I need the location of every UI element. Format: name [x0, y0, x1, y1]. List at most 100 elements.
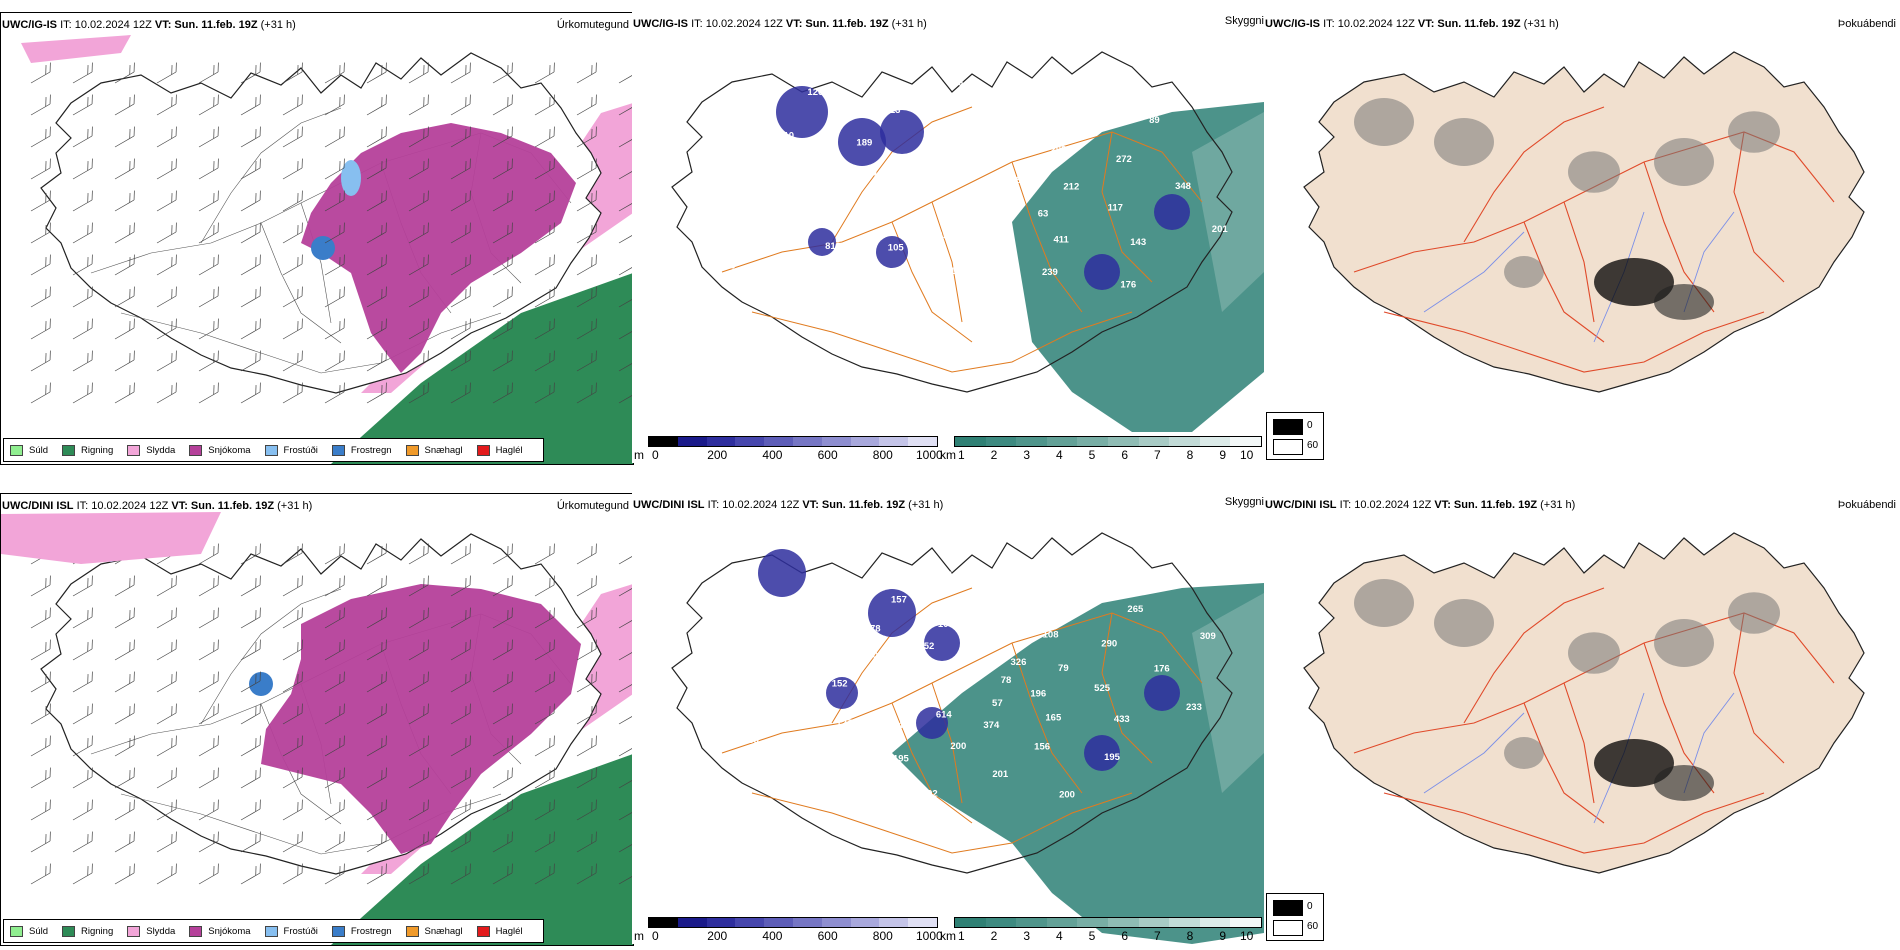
colorbar-cell: [985, 437, 1017, 446]
wind-barb: [156, 190, 177, 212]
wind-barb: [198, 767, 219, 789]
wind-barb: [30, 350, 51, 372]
panel-header: UWC/DINI ISL IT: 10.02.2024 12Z VT: Sun.…: [1265, 499, 1576, 511]
wind-barb: [450, 126, 471, 148]
wind-barb: [114, 158, 135, 180]
colorbar-cell: [1107, 918, 1139, 927]
visibility-value-label: 200: [1059, 789, 1075, 800]
wind-barb: [72, 94, 93, 116]
wind-barb: [30, 671, 51, 693]
wind-barb: [240, 735, 261, 757]
colorbar-tick-label: 3: [1023, 448, 1031, 462]
visibility-value-label: 853: [987, 113, 1003, 124]
road-line: [200, 588, 342, 725]
fog-legend-top: 0 60: [1266, 412, 1324, 460]
colorbar-unit: m: [634, 929, 644, 943]
wind-barb: [492, 254, 513, 276]
colorbar-cell: [677, 437, 707, 446]
wind-barb: [450, 254, 471, 276]
wind-barb: [282, 735, 303, 757]
wind-barb: [450, 703, 471, 725]
colorbar-tick-label: 8: [1186, 929, 1194, 943]
wind-barb: [72, 575, 93, 597]
wind-barb: [30, 126, 51, 148]
visibility-value-label: 195: [1104, 752, 1121, 763]
wind-barb: [198, 639, 219, 661]
visibility-value-label: 297: [992, 634, 1008, 645]
wind-barb: [408, 767, 429, 789]
colorbar-strip: [648, 436, 938, 447]
visibility-area: [1192, 593, 1264, 793]
legend-item: Rigning: [62, 444, 113, 456]
fog-patch: [1568, 632, 1620, 674]
legend-item: Frostúði: [264, 925, 318, 937]
wind-barb: [408, 671, 429, 693]
wind-barb: [156, 767, 177, 789]
wind-barb: [198, 350, 219, 372]
wind-barb: [156, 126, 177, 148]
fog-patch: [1434, 118, 1494, 166]
wind-barb: [114, 607, 135, 629]
freezing-drizzle-patch: [341, 160, 361, 196]
wind-barb: [72, 190, 93, 212]
wind-barb: [72, 350, 93, 372]
wind-barb: [30, 863, 51, 885]
highland-elevation-patch: [808, 228, 836, 256]
wind-barb: [324, 126, 345, 148]
visibility-value-label: 109: [861, 168, 877, 179]
visibility-value-label: 157: [891, 594, 907, 605]
highland-elevation-patch: [1144, 675, 1180, 711]
wind-barb: [492, 671, 513, 693]
wind-barb: [156, 735, 177, 757]
visibility-value-label: 185: [947, 78, 964, 89]
legend-swatch: [189, 925, 203, 937]
wind-barb: [576, 254, 597, 276]
colorbar-tick-label: 200: [707, 929, 728, 943]
freezing-rain-patch: [249, 672, 273, 696]
visibility-value-label: 213: [885, 105, 901, 116]
legend-swatch: [405, 925, 419, 937]
wind-barb: [534, 639, 555, 661]
snow-area: [261, 584, 581, 854]
wind-barb: [618, 776, 633, 789]
wind-barb: [72, 735, 93, 757]
wind-barb: [450, 62, 471, 84]
wind-barb: [30, 735, 51, 757]
wind-barb: [30, 286, 51, 308]
precip-map-top: [21, 35, 633, 464]
visibility-value-label: 201: [992, 769, 1009, 780]
wind-barb: [198, 799, 219, 821]
wind-barb: [114, 318, 135, 340]
visibility-value-label: 65: [921, 691, 932, 702]
highland-elevation-patch: [838, 118, 886, 166]
colorbar-tick-label: 6: [1121, 448, 1129, 462]
wind-barb: [408, 799, 429, 821]
wind-barb: [450, 863, 471, 885]
wind-barb: [576, 575, 597, 597]
wind-barb: [408, 703, 429, 725]
wind-barb: [450, 639, 471, 661]
colorbar-cell: [1138, 437, 1170, 446]
colorbar-cell: [735, 918, 765, 927]
visibility-value-label: 55: [919, 158, 930, 169]
wind-barb: [534, 350, 555, 372]
visibility-value-label: 19: [993, 218, 1004, 229]
wind-barb: [324, 767, 345, 789]
wind-barb: [450, 799, 471, 821]
wind-barb: [198, 575, 219, 597]
river-line: [1423, 231, 1525, 313]
wind-barb: [366, 639, 387, 661]
wind-barb: [492, 382, 513, 404]
wind-barb: [114, 863, 135, 885]
visibility-value-label: 176: [1120, 279, 1136, 290]
visibility-value-label: 525: [1094, 683, 1111, 694]
wind-barb: [324, 543, 345, 565]
visibility-value-label: 88: [1016, 175, 1027, 186]
colorbar-tick-label: 1000: [916, 929, 943, 943]
visibility-value-label: 75: [873, 212, 884, 223]
wind-barb: [366, 735, 387, 757]
colorbar-tick-label: 5: [1088, 929, 1096, 943]
highland-elevation-patch: [1084, 254, 1120, 290]
colorbar-cell: [1046, 437, 1078, 446]
colorbar-tick-label: 5: [1088, 448, 1096, 462]
